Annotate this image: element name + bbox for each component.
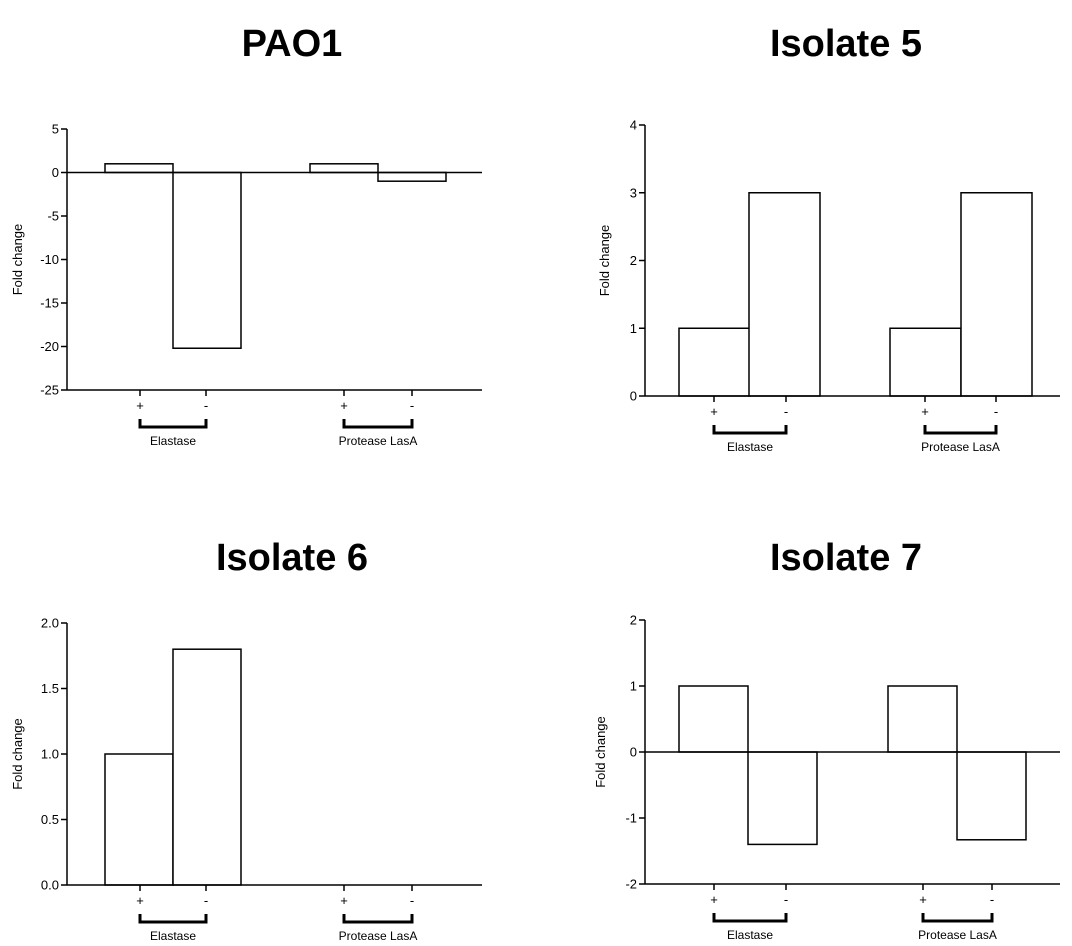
group-label: Protease LasA: [339, 434, 418, 448]
y-tick-label: -2: [625, 877, 637, 892]
chart-panel-4: Isolate 7 Fold change 2 1 0 -1 -2 + - + - Elastase P…: [593, 537, 1060, 942]
y-tick-label: 2.0: [41, 616, 59, 631]
x-tick-label: +: [136, 893, 144, 908]
x-tick-label: -: [990, 892, 994, 907]
bar: [172, 171, 242, 349]
chart-title: Isolate 6: [216, 537, 368, 579]
group-bracket: [342, 914, 414, 924]
group-label: Elastase: [727, 928, 773, 942]
y-tick-label: 2: [630, 253, 637, 268]
chart-title: Isolate 7: [770, 537, 922, 579]
y-tick-label: 1.5: [41, 681, 59, 696]
y-tick-label: 0: [52, 165, 59, 180]
chart-panel-2: Isolate 5 Fold change 4 3 2 1 0 + - + - Elastase Pro…: [597, 23, 1060, 454]
bar: [747, 751, 818, 846]
bar: [889, 327, 962, 397]
y-tick-label: -5: [47, 209, 59, 224]
bar: [678, 685, 749, 753]
group-label: Elastase: [727, 440, 773, 454]
bar: [377, 171, 447, 182]
x-tick-label: +: [921, 404, 929, 419]
y-tick-label: 0: [630, 389, 637, 404]
y-tick-label: -15: [40, 296, 59, 311]
group-bracket: [342, 419, 414, 429]
bar: [960, 192, 1033, 397]
group-bracket: [138, 419, 208, 429]
y-tick-label: 1.0: [41, 747, 59, 762]
y-tick-label: 2: [630, 613, 637, 628]
y-tick-label: 0.5: [41, 812, 59, 827]
y-axis-label: Fold change: [10, 718, 25, 790]
y-tick-label: 1: [630, 679, 637, 694]
bar: [748, 192, 821, 397]
group-bracket: [923, 425, 998, 435]
y-tick-label: 3: [630, 185, 637, 200]
bar: [309, 163, 379, 174]
y-tick-label: -20: [40, 339, 59, 354]
group-label: Elastase: [150, 434, 196, 448]
group-bracket: [712, 913, 788, 923]
group-label: Elastase: [150, 929, 196, 943]
y-tick-label: -10: [40, 252, 59, 267]
y-tick-label: 0.0: [41, 878, 59, 893]
x-tick-label: -: [204, 893, 208, 908]
x-tick-label: -: [994, 404, 998, 419]
y-axis-label: Fold change: [597, 225, 612, 297]
group-label: Protease LasA: [339, 929, 418, 943]
x-tick-label: -: [784, 892, 788, 907]
chart-panel-3: Isolate 6 Fold change 2.0 1.5 1.0 0.5 0.0 + - + - E…: [10, 537, 482, 943]
y-tick-label: -1: [625, 811, 637, 826]
group-label: Protease LasA: [921, 440, 1000, 454]
x-tick-label: -: [784, 404, 788, 419]
y-tick-label: -25: [40, 383, 59, 398]
x-tick-label: +: [136, 398, 144, 413]
bar: [956, 751, 1027, 841]
bar: [172, 648, 242, 886]
x-tick-label: +: [710, 892, 718, 907]
y-tick-label: 0: [630, 745, 637, 760]
group-bracket: [712, 425, 788, 435]
chart-panel-1: PAO1 Fold change 5 0 -5 -10 -15 -20 -25 + - + - Elast…: [10, 23, 482, 448]
x-tick-label: -: [410, 893, 414, 908]
chart-title: Isolate 5: [770, 23, 922, 65]
x-tick-label: -: [204, 398, 208, 413]
bar: [104, 753, 174, 886]
bar: [104, 163, 174, 174]
y-tick-label: 1: [630, 321, 637, 336]
y-axis-label: Fold change: [10, 224, 25, 296]
bar: [678, 327, 751, 397]
x-tick-label: +: [340, 398, 348, 413]
bar: [887, 685, 958, 753]
x-tick-label: +: [340, 893, 348, 908]
x-tick-label: -: [410, 398, 414, 413]
y-axis-label: Fold change: [593, 716, 608, 788]
y-tick-label: 4: [630, 118, 637, 133]
chart-title: PAO1: [242, 23, 343, 65]
x-tick-label: +: [710, 404, 718, 419]
group-label: Protease LasA: [918, 928, 997, 942]
x-tick-label: +: [919, 892, 927, 907]
group-bracket: [921, 913, 994, 923]
group-bracket: [138, 914, 208, 924]
y-tick-label: 5: [52, 122, 59, 137]
